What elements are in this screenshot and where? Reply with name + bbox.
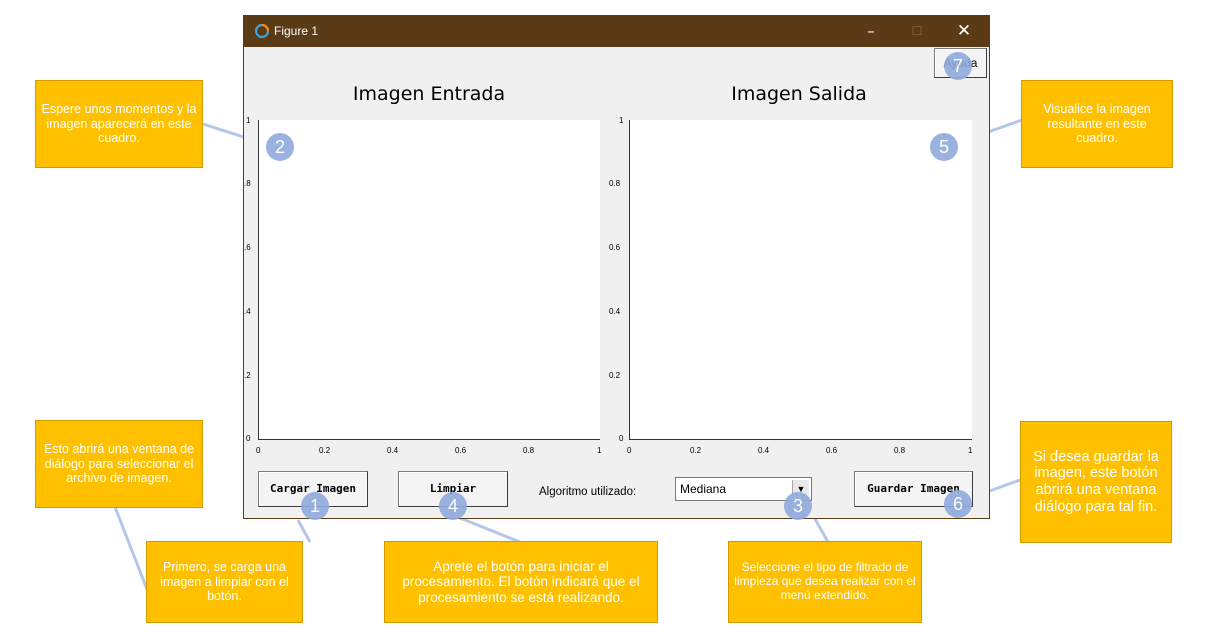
marker-6: 6 bbox=[944, 490, 972, 518]
maximize-button[interactable]: ☐ bbox=[911, 24, 923, 38]
callout-7: Esto abrirá una ventana de diálogo para … bbox=[35, 420, 203, 508]
algorithm-label: Algoritmo utilizado: bbox=[539, 486, 637, 498]
left-xtick: 0.8 bbox=[523, 446, 535, 455]
left-xtick: 0 bbox=[256, 446, 261, 455]
left-ytick: .8 bbox=[244, 179, 251, 188]
right-ytick: 0 bbox=[619, 434, 624, 443]
callout-3: Seleccione el tipo de filtrado de limpie… bbox=[728, 541, 922, 623]
marker-7: 7 bbox=[944, 52, 972, 80]
left-ytick: 0 bbox=[246, 434, 251, 443]
marker-1: 1 bbox=[301, 492, 329, 520]
left-xtick: 0.4 bbox=[387, 446, 399, 455]
input-image-title: Imagen Entrada bbox=[352, 83, 506, 105]
matplotlib-icon bbox=[255, 24, 269, 38]
callout-1: Primero, se carga una imagen a limpiar c… bbox=[146, 541, 303, 623]
right-xtick: 0.4 bbox=[758, 446, 770, 455]
left-xtick: 0.2 bbox=[319, 446, 331, 455]
window-title: Figure 1 bbox=[274, 24, 319, 38]
input-image-axes bbox=[258, 120, 600, 440]
left-ytick: 1 bbox=[246, 116, 251, 125]
marker-4: 4 bbox=[439, 492, 467, 520]
right-ytick: 1 bbox=[619, 116, 624, 125]
right-ytick: 0.4 bbox=[609, 307, 621, 316]
output-image-title: Imagen Salida bbox=[731, 83, 867, 105]
figure-window: Figure 1 – ☐ ✕ Ayuda Imagen Entrada 1 .8… bbox=[244, 16, 989, 518]
left-ytick: .6 bbox=[244, 243, 251, 252]
title-bar: Figure 1 – ☐ ✕ bbox=[244, 16, 989, 47]
right-ytick: 0.8 bbox=[609, 179, 621, 188]
left-ytick: .4 bbox=[244, 307, 251, 316]
marker-2: 2 bbox=[266, 133, 294, 161]
callout-6: Si desea guardar la imagen, este botón a… bbox=[1020, 421, 1172, 543]
left-xtick: 1 bbox=[597, 446, 602, 455]
left-ytick: .2 bbox=[244, 371, 251, 380]
right-xtick: 0.2 bbox=[690, 446, 702, 455]
right-xtick: 0.6 bbox=[826, 446, 838, 455]
marker-3: 3 bbox=[784, 492, 812, 520]
output-image-axes bbox=[629, 120, 972, 440]
right-ytick: 0.6 bbox=[609, 243, 621, 252]
right-xtick: 1 bbox=[968, 446, 973, 455]
callout-4: Aprete el botón para iniciar el procesam… bbox=[384, 541, 658, 623]
left-xtick: 0.6 bbox=[455, 446, 467, 455]
callout-2: Espere unos momentos y la imagen aparece… bbox=[35, 80, 203, 168]
right-ytick: 0.2 bbox=[609, 371, 621, 380]
marker-5: 5 bbox=[930, 133, 958, 161]
close-button[interactable]: ✕ bbox=[956, 21, 972, 41]
minimize-button[interactable]: – bbox=[867, 22, 875, 40]
right-xtick: 0.8 bbox=[894, 446, 906, 455]
algorithm-select[interactable]: Mediana ▼ bbox=[675, 477, 812, 501]
algorithm-selected-value: Mediana bbox=[680, 482, 727, 496]
limpiar-button[interactable]: Limpiar bbox=[398, 471, 508, 507]
callout-5: Visualice la imagen resultante en este c… bbox=[1021, 80, 1173, 168]
right-xtick: 0 bbox=[627, 446, 632, 455]
